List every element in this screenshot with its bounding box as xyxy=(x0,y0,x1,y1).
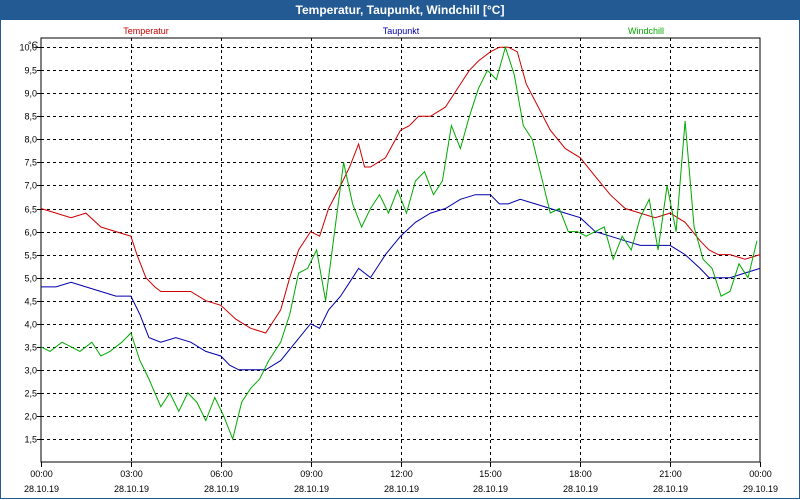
y-axis-label: °C xyxy=(28,40,39,50)
x-tick-date: 28.10.19 xyxy=(294,484,329,494)
y-tick-label: 4,0 xyxy=(24,320,37,330)
x-tick-time: 18:00 xyxy=(569,469,592,479)
x-tick-time: 03:00 xyxy=(120,469,143,479)
y-tick-label: 5,0 xyxy=(24,274,37,284)
series-line-windchill xyxy=(40,45,758,441)
y-tick-label: 1,5 xyxy=(24,435,37,445)
x-tick-time: 12:00 xyxy=(390,469,413,479)
x-tick-date: 28.10.19 xyxy=(204,484,239,494)
y-tick-label: 4,5 xyxy=(24,297,37,307)
y-tick-label: 5,5 xyxy=(24,251,37,261)
x-tick-time: 21:00 xyxy=(659,469,682,479)
x-tick-time: 00:00 xyxy=(30,469,53,479)
x-tick-date: 29.10.19 xyxy=(743,484,778,494)
x-tick-date: 28.10.19 xyxy=(384,484,419,494)
x-tick-date: 28.10.19 xyxy=(473,484,508,494)
chart-plot: 1,5 2,0 2,5 3,0 3,5 4,0 4,5 5,0 5,5 6,0 6,5 7,0 7,5 8… xyxy=(19,26,778,494)
chart-title: Temperatur, Taupunkt, Windchill [°C] xyxy=(0,0,800,20)
x-tick-date: 28.10.19 xyxy=(653,484,688,494)
y-tick-label: 6,0 xyxy=(24,228,37,238)
series-line-taupunkt xyxy=(41,194,761,371)
y-tick-label: 9,0 xyxy=(24,89,37,99)
series-line-temperatur xyxy=(40,46,761,334)
x-tick-date: 28.10.19 xyxy=(114,484,149,494)
x-tick-time: 00:00 xyxy=(749,469,772,479)
y-tick-label: 2,0 xyxy=(24,412,37,422)
x-tick-time: 15:00 xyxy=(479,469,502,479)
x-tick-time: 09:00 xyxy=(300,469,323,479)
y-tick-label: 7,5 xyxy=(24,158,37,168)
x-tick-time: 06:00 xyxy=(210,469,233,479)
chart-frame: 1,5 2,0 2,5 3,0 3,5 4,0 4,5 5,0 5,5 6,0 6,5 7,0 7,5 8… xyxy=(0,20,800,499)
y-tick-label: 3,0 xyxy=(24,366,37,376)
legend-taupunkt: Taupunkt xyxy=(383,26,420,36)
y-tick-label: 9,5 xyxy=(24,66,37,76)
legend-temperatur: Temperatur xyxy=(123,26,169,36)
y-tick-label: 7,0 xyxy=(24,181,37,191)
plot-area xyxy=(40,37,761,463)
y-tick-label: 2,5 xyxy=(24,389,37,399)
y-tick-label: 6,5 xyxy=(24,205,37,215)
y-tick-label: 3,5 xyxy=(24,343,37,353)
y-tick-label: 8,5 xyxy=(24,112,37,122)
x-tick-date: 28.10.19 xyxy=(563,484,598,494)
x-tick-date: 28.10.19 xyxy=(24,484,59,494)
y-tick-label: 8,0 xyxy=(24,135,37,145)
y-tick-label: 10,0 xyxy=(19,43,37,53)
legend-windchill: Windchill xyxy=(628,26,664,36)
